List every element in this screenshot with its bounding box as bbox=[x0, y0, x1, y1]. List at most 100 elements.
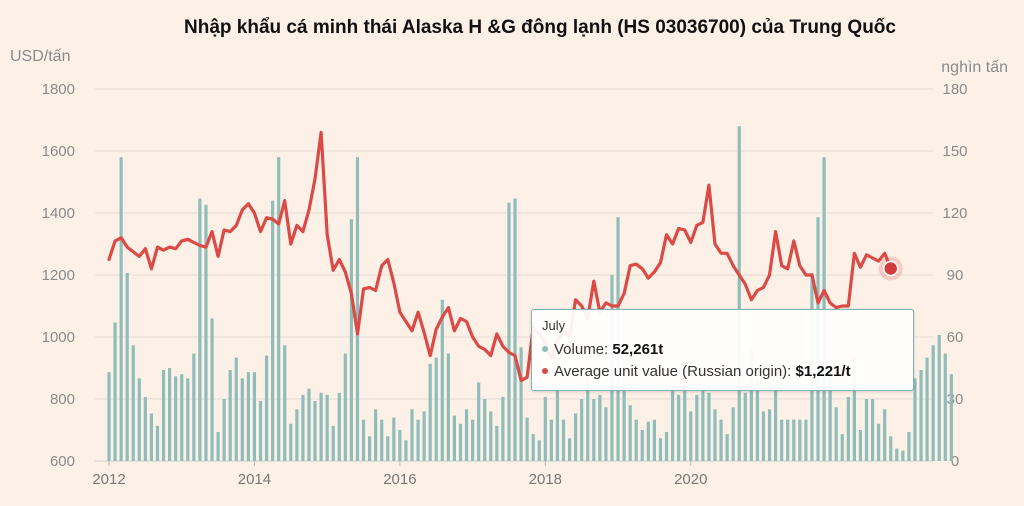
left-tick-label: 600 bbox=[50, 453, 75, 470]
volume-bar bbox=[198, 198, 202, 462]
volume-bar bbox=[531, 434, 535, 461]
volume-bar bbox=[174, 376, 178, 461]
volume-bar bbox=[471, 419, 475, 461]
volume-bar bbox=[495, 425, 499, 461]
value-dot-icon bbox=[542, 368, 548, 375]
volume-bar bbox=[858, 430, 863, 461]
volume-bar bbox=[549, 419, 553, 461]
volume-bar bbox=[143, 396, 147, 461]
volume-bar bbox=[513, 198, 517, 462]
volume-bar bbox=[919, 370, 923, 461]
volume-bar bbox=[161, 370, 166, 461]
volume-bar bbox=[180, 374, 184, 461]
volume-bar bbox=[477, 382, 481, 461]
x-tick-label: 2018 bbox=[529, 471, 562, 488]
volume-bar bbox=[634, 419, 638, 461]
volume-bar bbox=[864, 399, 869, 461]
volume-bar bbox=[295, 409, 299, 461]
volume-bar bbox=[743, 392, 747, 461]
volume-bar bbox=[168, 368, 172, 461]
volume-bar bbox=[719, 419, 723, 461]
volume-bar bbox=[125, 272, 129, 461]
volume-bar bbox=[440, 299, 444, 461]
volume-bar bbox=[707, 392, 711, 461]
right-tick-label: 0 bbox=[951, 453, 959, 470]
right-tick-label: 180 bbox=[942, 81, 967, 98]
volume-bar bbox=[113, 322, 117, 461]
volume-bar bbox=[446, 353, 450, 461]
volume-bar bbox=[774, 390, 778, 461]
volume-bar bbox=[107, 372, 111, 461]
hover-marker[interactable] bbox=[878, 256, 903, 281]
volume-bar bbox=[725, 434, 729, 461]
volume-bar bbox=[731, 407, 735, 461]
volume-bar bbox=[786, 419, 790, 461]
tooltip-value-value: $1,221/t bbox=[795, 363, 851, 380]
unit-value-line bbox=[107, 130, 893, 382]
volume-bar bbox=[452, 415, 457, 461]
volume-bar bbox=[252, 372, 257, 461]
volume-bar bbox=[598, 394, 602, 461]
volume-bar bbox=[943, 353, 947, 461]
volume-bar bbox=[277, 157, 281, 461]
right-tick-label: 150 bbox=[942, 143, 967, 160]
volume-bar bbox=[889, 436, 893, 461]
volume-bar bbox=[622, 382, 626, 461]
volume-bar bbox=[501, 396, 505, 461]
x-tick-label: 2020 bbox=[674, 471, 707, 488]
volume-bar bbox=[246, 372, 250, 461]
volume-bar bbox=[343, 353, 347, 461]
x-tick-label: 2016 bbox=[383, 471, 416, 488]
right-tick-label: 60 bbox=[947, 329, 964, 346]
volume-bar bbox=[404, 440, 408, 461]
volume-bar bbox=[737, 126, 741, 461]
volume-bar bbox=[392, 417, 396, 461]
volume-bar bbox=[883, 409, 887, 461]
volume-bar bbox=[949, 374, 953, 461]
hover-marker-dot bbox=[882, 260, 899, 277]
volume-bar bbox=[580, 399, 584, 461]
volume-bar bbox=[216, 432, 220, 461]
left-tick-label: 1200 bbox=[42, 267, 75, 284]
volume-bar bbox=[131, 345, 135, 461]
volume-bar bbox=[798, 419, 802, 461]
volume-bar bbox=[422, 411, 426, 461]
volume-bar bbox=[137, 378, 141, 461]
volume-bar bbox=[355, 157, 360, 461]
volume-bar bbox=[592, 399, 596, 461]
volume-bar bbox=[204, 204, 208, 461]
volume-bar bbox=[319, 392, 323, 461]
volume-bar bbox=[543, 396, 547, 461]
volume-bar bbox=[828, 372, 832, 461]
volume-bar bbox=[325, 394, 329, 461]
volume-bar bbox=[337, 392, 341, 461]
y-axis-ticks: 600 800 1000 1200 1400 1600 1800 0 30 60 90 120 150 1… bbox=[42, 81, 968, 470]
volume-dot-icon bbox=[542, 346, 548, 353]
x-tick-label: 2012 bbox=[92, 471, 125, 488]
volume-bar bbox=[895, 448, 899, 461]
left-tick-label: 1600 bbox=[42, 143, 75, 160]
volume-bar bbox=[701, 388, 705, 461]
volume-bar bbox=[222, 399, 226, 461]
volume-bar bbox=[271, 200, 275, 461]
volume-bar bbox=[574, 413, 578, 461]
volume-bar bbox=[361, 419, 366, 461]
volume-bar bbox=[331, 425, 335, 461]
volume-bar bbox=[367, 436, 372, 461]
volume-bar bbox=[489, 411, 493, 461]
volume-bar bbox=[258, 401, 263, 461]
volume-bar bbox=[416, 419, 420, 461]
left-tick-label: 1400 bbox=[42, 205, 75, 222]
x-tick-label: 2014 bbox=[238, 471, 271, 488]
volume-bar bbox=[877, 423, 881, 461]
volume-bar bbox=[870, 399, 875, 461]
volume-bar bbox=[464, 409, 469, 461]
volume-bar bbox=[234, 357, 238, 461]
volume-bar bbox=[846, 396, 850, 461]
right-axis-label: nghìn tấn bbox=[941, 59, 1008, 76]
left-tick-label: 1800 bbox=[42, 81, 75, 98]
volume-bar bbox=[155, 425, 160, 461]
volume-bar bbox=[555, 388, 560, 461]
volume-bar bbox=[640, 430, 644, 461]
